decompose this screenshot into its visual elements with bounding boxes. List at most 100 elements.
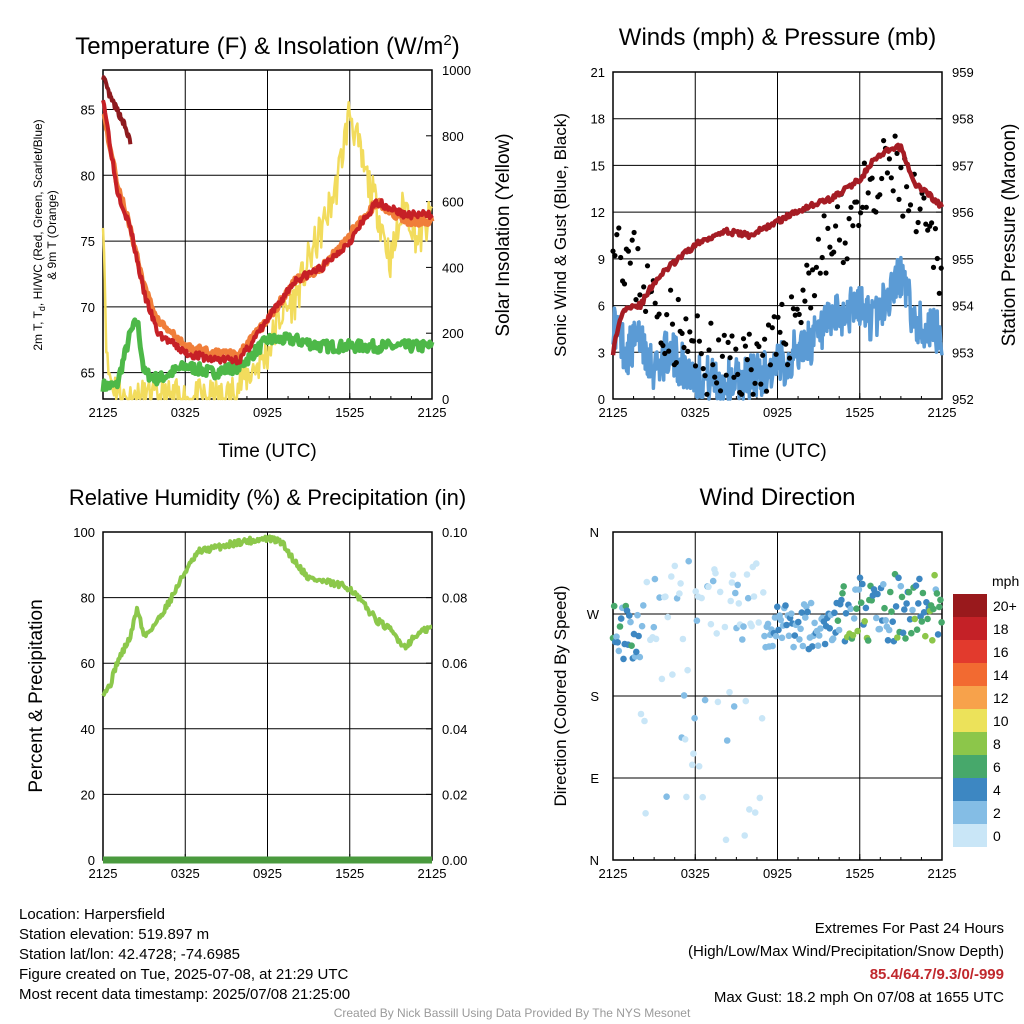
direction-point <box>911 615 919 623</box>
gust-point <box>721 332 727 338</box>
y2-tick-label: 400 <box>442 260 464 275</box>
direction-point <box>847 605 854 613</box>
legend-label: 2 <box>993 805 1001 821</box>
direction-point <box>799 642 807 650</box>
y-tick-label: 65 <box>81 366 95 381</box>
gust-point <box>788 294 795 300</box>
direction-point <box>797 625 804 633</box>
direction-point <box>790 643 797 651</box>
direction-point <box>663 793 670 800</box>
direction-point <box>728 579 736 586</box>
y-tick-label: 80 <box>81 591 95 606</box>
y2-tick-label: 600 <box>442 195 464 210</box>
chart-title: Relative Humidity (%) & Precipitation (i… <box>69 485 466 510</box>
gust-point <box>752 380 758 386</box>
y2-axis-label: Station Pressure (Maroon) <box>999 124 1020 347</box>
gust-point <box>844 256 850 262</box>
y2-tick-label: 0.00 <box>442 853 467 868</box>
direction-point <box>671 562 679 570</box>
legend-swatch <box>953 801 987 824</box>
y2-tick-label: 200 <box>442 326 464 341</box>
direction-point <box>888 608 895 615</box>
y2-tick-label: 0.04 <box>442 722 467 737</box>
direction-point <box>721 623 729 631</box>
gust-point <box>669 321 676 327</box>
direction-point <box>898 593 906 601</box>
gust-point <box>840 259 846 266</box>
gust-point <box>865 190 871 196</box>
direction-point <box>642 810 649 817</box>
direction-point <box>634 611 641 619</box>
x-tick-label: 2125 <box>928 866 957 881</box>
direction-point <box>873 614 880 622</box>
direction-point <box>650 623 658 631</box>
x-tick-label: 1525 <box>845 866 874 881</box>
two-meter-temp-line <box>101 99 434 366</box>
x-tick-label: 2125 <box>418 866 447 881</box>
direction-point <box>919 589 927 597</box>
direction-point <box>637 710 645 718</box>
direction-point <box>709 577 717 585</box>
location-text: Location: Harpersfield <box>19 906 165 923</box>
direction-point <box>804 608 811 616</box>
gust-point <box>685 348 691 354</box>
direction-point <box>679 635 687 643</box>
gust-point <box>729 333 735 339</box>
gust-point <box>691 338 697 344</box>
y-axis-label: 2m T, Td, HI/WC (Red, Green, Scarlet/Blu… <box>31 119 47 350</box>
gust-point <box>800 287 806 293</box>
x-tick-label: 0925 <box>253 866 282 881</box>
gust-point <box>811 293 818 299</box>
gust-point <box>833 223 839 229</box>
y2-tick-label: 955 <box>952 252 974 267</box>
direction-point <box>838 596 845 604</box>
direction-point <box>894 634 901 641</box>
direction-point <box>929 637 936 644</box>
gust-point <box>913 229 919 235</box>
gust-point <box>798 319 804 326</box>
gust-point <box>886 156 893 162</box>
direction-point <box>726 688 733 696</box>
gust-point <box>810 267 816 273</box>
gust-point <box>892 133 898 139</box>
direction-point <box>934 631 942 638</box>
gust-point <box>746 331 752 337</box>
legend-label: 6 <box>993 759 1001 775</box>
y-axis-label: Percent & Precipitation <box>26 599 47 792</box>
legend-swatch <box>953 732 987 755</box>
gust-point <box>652 300 658 306</box>
direction-point <box>714 698 722 706</box>
gust-point <box>815 236 822 242</box>
gust-point <box>763 388 770 394</box>
gust-point <box>712 374 718 380</box>
gust-point <box>884 170 891 176</box>
direction-point <box>685 557 692 565</box>
direction-point <box>892 603 900 610</box>
direction-point <box>713 630 720 637</box>
y-axis-label: Direction (Colored By Speed) <box>551 585 570 806</box>
y2-tick-label: 958 <box>952 112 974 127</box>
gust-point <box>938 265 944 271</box>
x-tick-label: 2125 <box>928 405 957 420</box>
gust-point <box>735 371 741 377</box>
y-tick-label: W <box>587 607 600 622</box>
direction-point <box>783 621 790 629</box>
gust-point <box>846 216 852 222</box>
direction-point <box>775 626 782 634</box>
gust-point <box>821 213 827 219</box>
direction-point <box>740 623 747 630</box>
gust-point <box>765 322 772 328</box>
direction-point <box>628 642 635 649</box>
gust-point <box>760 352 766 358</box>
gust-point <box>683 316 689 322</box>
legend-swatch <box>953 778 987 801</box>
station-info: Location: Harpersfield Station elevation… <box>19 905 350 1005</box>
direction-point <box>864 637 872 644</box>
gust-point <box>629 237 635 243</box>
y-tick-label: 9 <box>598 252 605 267</box>
direction-point <box>802 614 809 621</box>
gust-point <box>758 381 764 387</box>
gust-point <box>785 362 791 368</box>
recent-data-text: Most recent data timestamp: 2025/07/08 2… <box>19 986 351 1003</box>
